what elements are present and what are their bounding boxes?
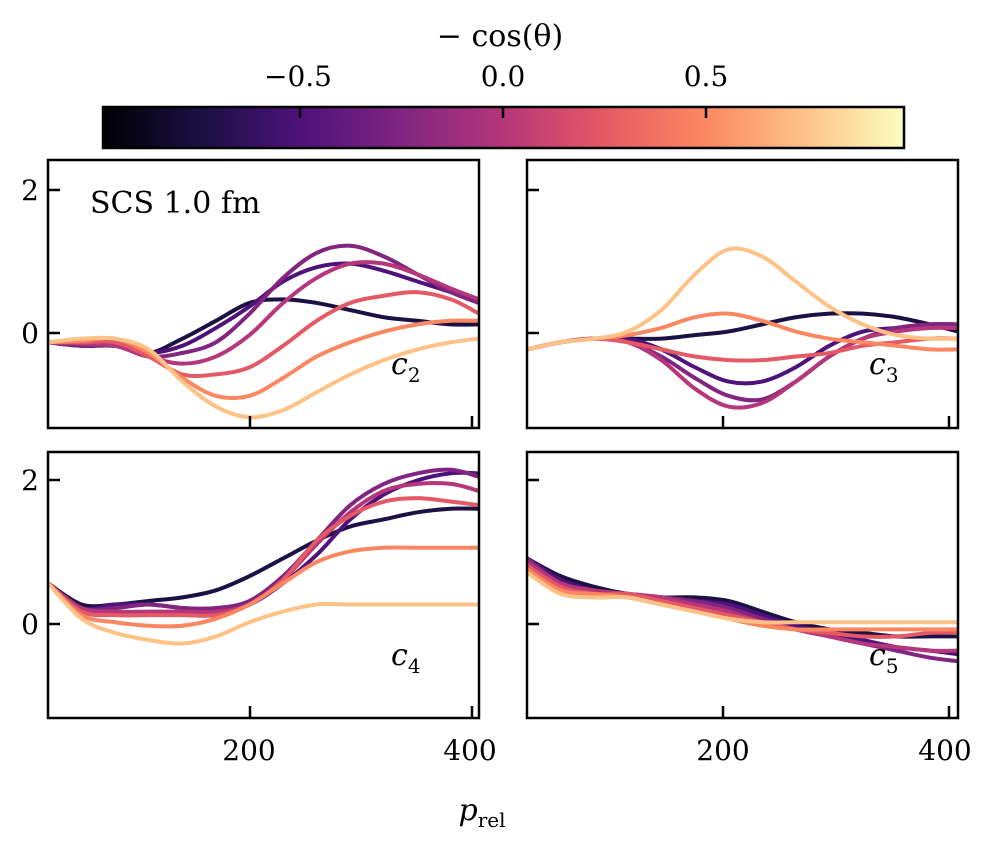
panel-label-c3: c3 xyxy=(869,347,899,387)
y-tick-label: 2 xyxy=(21,174,39,207)
series-line-c5-6 xyxy=(527,570,958,625)
y-tick-label: 0 xyxy=(21,317,39,350)
x-tick-label: 400 xyxy=(918,734,971,767)
series-line-c5-4 xyxy=(527,563,958,639)
panel-c5: 200 400 c5 xyxy=(525,450,972,767)
panel-c5-lines xyxy=(527,556,958,664)
x-axis-label: prel xyxy=(458,793,505,832)
panel-c2-lines xyxy=(48,243,479,420)
series-line-c4-5 xyxy=(48,545,479,629)
panel-c3: c3 xyxy=(525,158,960,430)
series-line-c2-6 xyxy=(48,335,479,420)
panel-label-c2: c2 xyxy=(391,347,421,387)
colorbar-tick-label: 0.5 xyxy=(684,60,729,93)
panel-label-c5: c5 xyxy=(869,638,899,678)
annotation-label: SCS 1.0 fm xyxy=(90,186,260,221)
series-line-c2-3 xyxy=(48,260,479,366)
x-tick-label: 200 xyxy=(696,734,749,767)
series-line-c3-6 xyxy=(527,246,958,352)
colorbar-tick-label: −0.5 xyxy=(264,60,332,93)
colorbar-tick-labels: −0.5 0.0 0.5 xyxy=(264,60,728,93)
colorbar-tick-label: 0.0 xyxy=(481,60,526,93)
colorbar-ticks xyxy=(298,107,708,118)
panel-c3-ticks xyxy=(527,188,951,428)
series-line-c2-4 xyxy=(48,290,479,379)
panel-c4-ticks xyxy=(48,478,474,718)
series-line-c4-6 xyxy=(48,581,479,646)
panel-c4: 2 0 200 400 c4 xyxy=(21,450,497,767)
panel-label-c4: c4 xyxy=(391,638,421,678)
panel-c2: 2 0 SCS 1.0 fm c2 xyxy=(21,158,481,430)
colorbar-label: − cos(θ) xyxy=(437,19,563,54)
panel-c5-ticks xyxy=(527,478,951,718)
panel-c3-lines xyxy=(527,246,958,410)
series-line-c3-4 xyxy=(527,336,958,363)
panel-c2-ticks xyxy=(48,188,474,428)
x-tick-label: 400 xyxy=(443,734,496,767)
x-tick-label: 200 xyxy=(222,734,275,767)
series-line-c4-2 xyxy=(48,467,479,613)
y-tick-label: 0 xyxy=(21,608,39,641)
panel-c3-frame xyxy=(525,158,960,430)
panel-c4-lines xyxy=(48,467,479,646)
panel-c4-frame xyxy=(46,450,481,720)
panel-c5-frame xyxy=(525,450,960,720)
panel-c2-frame xyxy=(46,158,481,430)
y-tick-label: 2 xyxy=(21,464,39,497)
